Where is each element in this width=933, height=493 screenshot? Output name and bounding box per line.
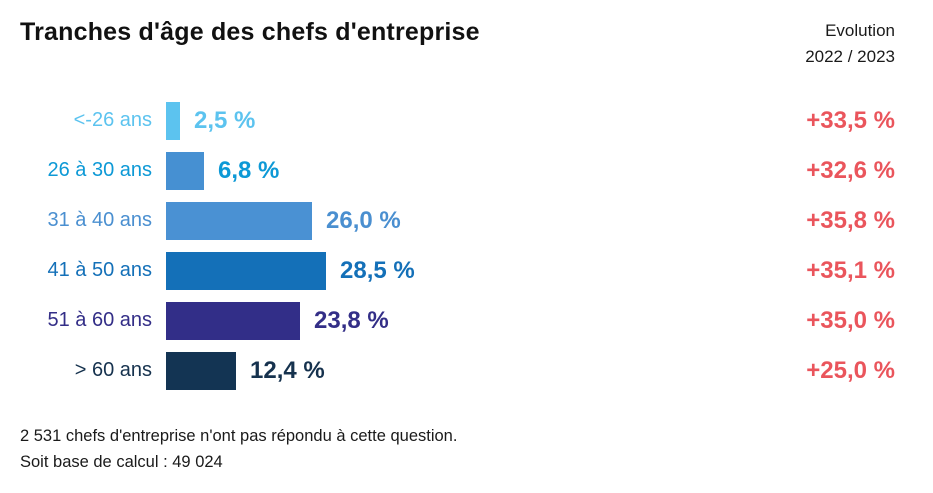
page-header: Tranches d'âge des chefs d'entreprise Ev… <box>20 18 895 71</box>
value-label: 2,5 % <box>194 106 256 134</box>
category-label: > 60 ans <box>74 359 152 382</box>
evolution-value: +25,0 % <box>806 356 895 384</box>
evolution-value: +35,8 % <box>806 206 895 234</box>
evolution-column-header: Evolution 2022 / 2023 <box>805 18 895 71</box>
bar <box>166 301 300 340</box>
value-label: 23,8 % <box>314 306 389 334</box>
category-label: 26 à 30 ans <box>47 159 152 182</box>
evolution-value: +35,0 % <box>806 306 895 334</box>
category-label: <-26 ans <box>73 109 152 132</box>
footnote-line1: 2 531 chefs d'entreprise n'ont pas répon… <box>20 426 458 445</box>
value-label: 26,0 % <box>326 206 401 234</box>
bar <box>166 251 326 290</box>
chart-row: 31 à 40 ans 26,0 % +35,8 % <box>20 201 895 240</box>
bar <box>166 351 236 390</box>
footnote-line2: Soit base de calcul : 49 024 <box>20 453 223 472</box>
value-label: 28,5 % <box>340 256 415 284</box>
chart-row: 51 à 60 ans 23,8 % +35,0 % <box>20 301 895 340</box>
chart-row: 41 à 50 ans 28,5 % +35,1 % <box>20 251 895 290</box>
bar <box>166 201 312 240</box>
value-label: 6,8 % <box>218 156 280 184</box>
chart-row: <-26 ans 2,5 % +33,5 % <box>20 101 895 140</box>
category-label: 41 à 50 ans <box>47 259 152 282</box>
evolution-value: +32,6 % <box>806 156 895 184</box>
value-label: 12,4 % <box>250 356 325 384</box>
bar <box>166 151 204 190</box>
chart-footnote: 2 531 chefs d'entreprise n'ont pas répon… <box>20 423 895 476</box>
evolution-header-line2: 2022 / 2023 <box>805 47 895 67</box>
bar <box>166 101 180 140</box>
age-bar-chart: <-26 ans 2,5 % +33,5 % 26 à 30 ans 6,8 % +32,… <box>20 101 895 390</box>
evolution-value: +35,1 % <box>806 256 895 284</box>
evolution-header-line1: Evolution <box>825 21 895 40</box>
category-label: 51 à 60 ans <box>47 309 152 332</box>
chart-row: 26 à 30 ans 6,8 % +32,6 % <box>20 151 895 190</box>
evolution-value: +33,5 % <box>806 106 895 134</box>
category-label: 31 à 40 ans <box>47 209 152 232</box>
page-title: Tranches d'âge des chefs d'entreprise <box>20 18 480 46</box>
chart-row: > 60 ans 12,4 % +25,0 % <box>20 351 895 390</box>
